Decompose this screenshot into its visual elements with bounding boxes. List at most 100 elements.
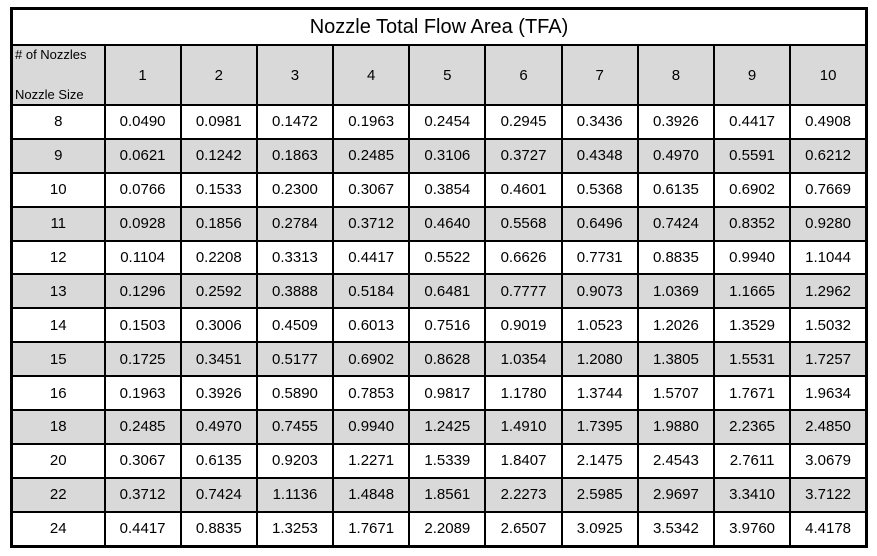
column-header-7: 7 [560,44,639,106]
table-row-size-8: 8 0.0490 0.0981 0.1472 0.1963 0.2454 0.2945 0.3… [10,104,868,140]
tfa-cell-size9-n9: 0.5591 [712,137,792,174]
tfa-cell-size16-n3: 0.5890 [255,375,335,412]
tfa-cell-size14-n1: 0.1503 [103,307,182,344]
tfa-cell-size20-n2: 0.6135 [179,442,258,479]
column-header-6: 6 [484,44,563,106]
tfa-cell-size13-n4: 0.5184 [332,273,411,310]
tfa-cell-size14-n9: 1.3529 [712,307,792,344]
tfa-cell-size14-n5: 0.7516 [408,307,487,344]
column-header-3: 3 [255,44,335,106]
tfa-cell-size8-n6: 0.2945 [484,104,563,140]
table-row-size-15: 15 0.1725 0.3451 0.5177 0.6902 0.8628 1.0354 1.… [10,341,868,378]
tfa-cell-size10-n2: 0.1533 [179,171,258,208]
tfa-cell-size8-n2: 0.0981 [179,104,258,140]
tfa-cell-size8-n5: 0.2454 [408,104,487,140]
tfa-cell-size13-n3: 0.3888 [255,273,335,310]
tfa-cell-size9-n6: 0.3727 [484,137,563,174]
row-header-24: 24 [10,510,106,548]
tfa-cell-size8-n1: 0.0490 [103,104,182,140]
tfa-cell-size13-n5: 0.6481 [408,273,487,310]
row-header-12: 12 [10,239,106,276]
tfa-cell-size10-n7: 0.5368 [560,171,639,208]
tfa-cell-size20-n5: 1.5339 [408,442,487,479]
row-header-10: 10 [10,171,106,208]
tfa-cell-size16-n4: 0.7853 [332,375,411,412]
tfa-cell-size13-n9: 1.1665 [712,273,792,310]
tfa-cell-size24-n7: 3.0925 [560,510,639,548]
row-header-13: 13 [10,273,106,310]
tfa-cell-size9-n2: 0.1242 [179,137,258,174]
tfa-cell-size22-n5: 1.8561 [408,476,487,513]
nozzle-tfa-table: Nozzle Total Flow Area (TFA) # of Nozzle… [10,7,868,548]
tfa-cell-size11-n3: 0.2784 [255,205,335,242]
column-header-5: 5 [408,44,487,106]
tfa-cell-size10-n1: 0.0766 [103,171,182,208]
tfa-cell-size12-n5: 0.5522 [408,239,487,276]
tfa-cell-size11-n8: 0.7424 [636,205,716,242]
tfa-cell-size12-n9: 0.9940 [712,239,792,276]
tfa-cell-size16-n6: 1.1780 [484,375,563,412]
tfa-cell-size10-n4: 0.3067 [332,171,411,208]
tfa-cell-size13-n1: 0.1296 [103,273,182,310]
tfa-cell-size8-n3: 0.1472 [255,104,335,140]
tfa-cell-size13-n6: 0.7777 [484,273,563,310]
tfa-cell-size12-n10: 1.1044 [789,239,868,276]
tfa-cell-size9-n5: 0.3106 [408,137,487,174]
tfa-cell-size16-n10: 1.9634 [789,375,868,412]
tfa-cell-size18-n9: 2.2365 [712,409,792,445]
table-row-size-18: 18 0.2485 0.4970 0.7455 0.9940 1.2425 1.4910 1.… [10,409,868,445]
tfa-cell-size16-n2: 0.3926 [179,375,258,412]
tfa-cell-size15-n9: 1.5531 [712,341,792,378]
tfa-cell-size22-n1: 0.3712 [103,476,182,513]
tfa-cell-size14-n4: 0.6013 [332,307,411,344]
tfa-cell-size16-n1: 0.1963 [103,375,182,412]
tfa-cell-size24-n6: 2.6507 [484,510,563,548]
tfa-cell-size8-n7: 0.3436 [560,104,639,140]
tfa-cell-size24-n5: 2.2089 [408,510,487,548]
row-header-18: 18 [10,409,106,445]
tfa-cell-size24-n2: 0.8835 [179,510,258,548]
tfa-cell-size18-n4: 0.9940 [332,409,411,445]
tfa-cell-size12-n1: 0.1104 [103,239,182,276]
tfa-cell-size24-n4: 1.7671 [332,510,411,548]
tfa-cell-size8-n4: 0.1963 [332,104,411,140]
column-header-1: 1 [103,44,182,106]
column-header-10: 10 [789,44,868,106]
tfa-cell-size15-n4: 0.6902 [332,341,411,378]
tfa-cell-size8-n9: 0.4417 [712,104,792,140]
corner-cell: # of Nozzles Nozzle Size [10,44,106,106]
tfa-cell-size18-n1: 0.2485 [103,409,182,445]
tfa-cell-size15-n10: 1.7257 [789,341,868,378]
tfa-cell-size11-n7: 0.6496 [560,205,639,242]
tfa-cell-size11-n4: 0.3712 [332,205,411,242]
tfa-cell-size22-n2: 0.7424 [179,476,258,513]
tfa-cell-size11-n9: 0.8352 [712,205,792,242]
corner-top-label: # of Nozzles [15,47,87,62]
table-row-size-22: 22 0.3712 0.7424 1.1136 1.4848 1.8561 2.2273 2.… [10,476,868,513]
row-header-16: 16 [10,375,106,412]
corner-cell-labels: # of Nozzles Nozzle Size [14,47,103,103]
row-header-14: 14 [10,307,106,344]
tfa-cell-size20-n8: 2.4543 [636,442,716,479]
table-row-size-11: 11 0.0928 0.1856 0.2784 0.3712 0.4640 0.5568 0.… [10,205,868,242]
table-row-size-20: 20 0.3067 0.6135 0.9203 1.2271 1.5339 1.8407 2.… [10,442,868,479]
tfa-cell-size12-n2: 0.2208 [179,239,258,276]
tfa-cell-size11-n6: 0.5568 [484,205,563,242]
row-header-8: 8 [10,104,106,140]
tfa-cell-size12-n6: 0.6626 [484,239,563,276]
row-header-15: 15 [10,341,106,378]
tfa-cell-size12-n4: 0.4417 [332,239,411,276]
tfa-cell-size16-n8: 1.5707 [636,375,716,412]
table-row-size-14: 14 0.1503 0.3006 0.4509 0.6013 0.7516 0.9019 1.… [10,307,868,344]
tfa-cell-size14-n8: 1.2026 [636,307,716,344]
tfa-cell-size11-n10: 0.9280 [789,205,868,242]
tfa-cell-size12-n7: 0.7731 [560,239,639,276]
tfa-cell-size24-n3: 1.3253 [255,510,335,548]
tfa-cell-size11-n5: 0.4640 [408,205,487,242]
tfa-cell-size24-n1: 0.4417 [103,510,182,548]
tfa-cell-size22-n10: 3.7122 [789,476,868,513]
row-header-22: 22 [10,476,106,513]
table-row-size-9: 9 0.0621 0.1242 0.1863 0.2485 0.3106 0.3727 0.4… [10,137,868,174]
tfa-cell-size20-n9: 2.7611 [712,442,792,479]
tfa-cell-size9-n3: 0.1863 [255,137,335,174]
